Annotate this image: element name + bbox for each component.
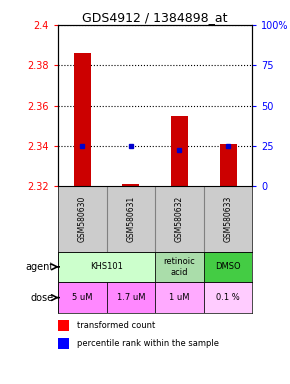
Bar xyxy=(58,282,106,313)
Bar xyxy=(171,116,188,186)
Bar xyxy=(58,338,69,349)
Text: agent: agent xyxy=(26,262,54,272)
Text: dose: dose xyxy=(31,293,54,303)
Text: GSM580633: GSM580633 xyxy=(224,196,233,242)
Bar xyxy=(220,144,237,186)
Bar xyxy=(74,53,91,186)
Bar xyxy=(155,282,204,313)
Text: 1 uM: 1 uM xyxy=(169,293,190,302)
Text: GSM580631: GSM580631 xyxy=(126,196,135,242)
Text: 0.1 %: 0.1 % xyxy=(216,293,240,302)
Bar xyxy=(204,252,252,282)
Bar xyxy=(204,282,252,313)
Text: DMSO: DMSO xyxy=(215,262,241,271)
Text: KHS101: KHS101 xyxy=(90,262,123,271)
Text: 1.7 uM: 1.7 uM xyxy=(117,293,145,302)
Bar xyxy=(122,184,139,186)
Text: retinoic
acid: retinoic acid xyxy=(164,257,195,276)
Bar xyxy=(58,252,155,282)
Text: GSM580632: GSM580632 xyxy=(175,196,184,242)
Bar xyxy=(58,320,69,331)
Title: GDS4912 / 1384898_at: GDS4912 / 1384898_at xyxy=(82,11,228,24)
Text: percentile rank within the sample: percentile rank within the sample xyxy=(77,339,220,348)
Text: GSM580630: GSM580630 xyxy=(78,196,87,242)
Text: 5 uM: 5 uM xyxy=(72,293,93,302)
Bar xyxy=(106,282,155,313)
Bar xyxy=(155,252,204,282)
Text: transformed count: transformed count xyxy=(77,321,156,330)
